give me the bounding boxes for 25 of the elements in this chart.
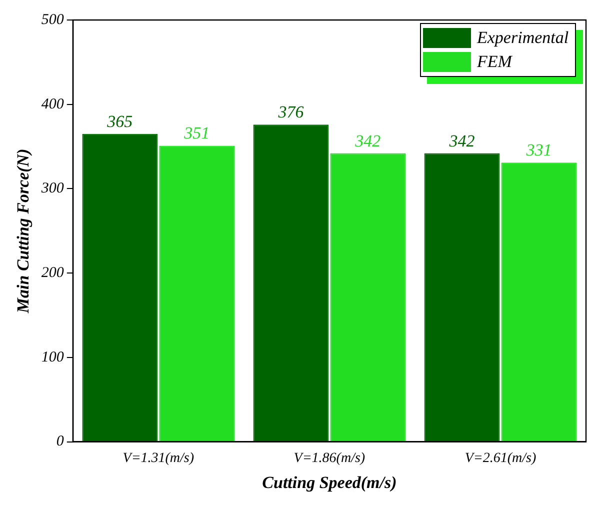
data-label: 331 [525,140,552,160]
y-tick-label: 300 [40,180,64,197]
data-label: 376 [277,102,304,122]
y-tick-label: 500 [41,12,64,28]
x-axis-title: Cutting Speed(m/s) [262,473,397,492]
bar [253,124,329,442]
y-tick-label: 100 [41,349,64,366]
x-tick-label: V=1.31(m/s) [122,450,194,466]
y-axis-title: Main Cutting Force(N) [14,148,33,314]
x-tick-label: V=1.86(m/s) [294,450,366,466]
bar [82,134,158,442]
legend-label: Experimental [477,27,569,49]
data-label: 365 [106,112,133,131]
bar [159,146,235,442]
bar [501,162,577,442]
bar [330,153,406,442]
y-tick-label: 200 [41,265,64,282]
x-tick-label: V=2.61(m/s) [464,450,536,466]
y-tick-label: 400 [41,96,64,112]
y-tick-label: 0 [56,434,64,450]
data-label: 342 [354,131,382,150]
data-label: 351 [183,124,210,143]
bar [424,153,500,442]
data-label: 342 [448,131,476,150]
legend-label: FEM [477,51,512,73]
